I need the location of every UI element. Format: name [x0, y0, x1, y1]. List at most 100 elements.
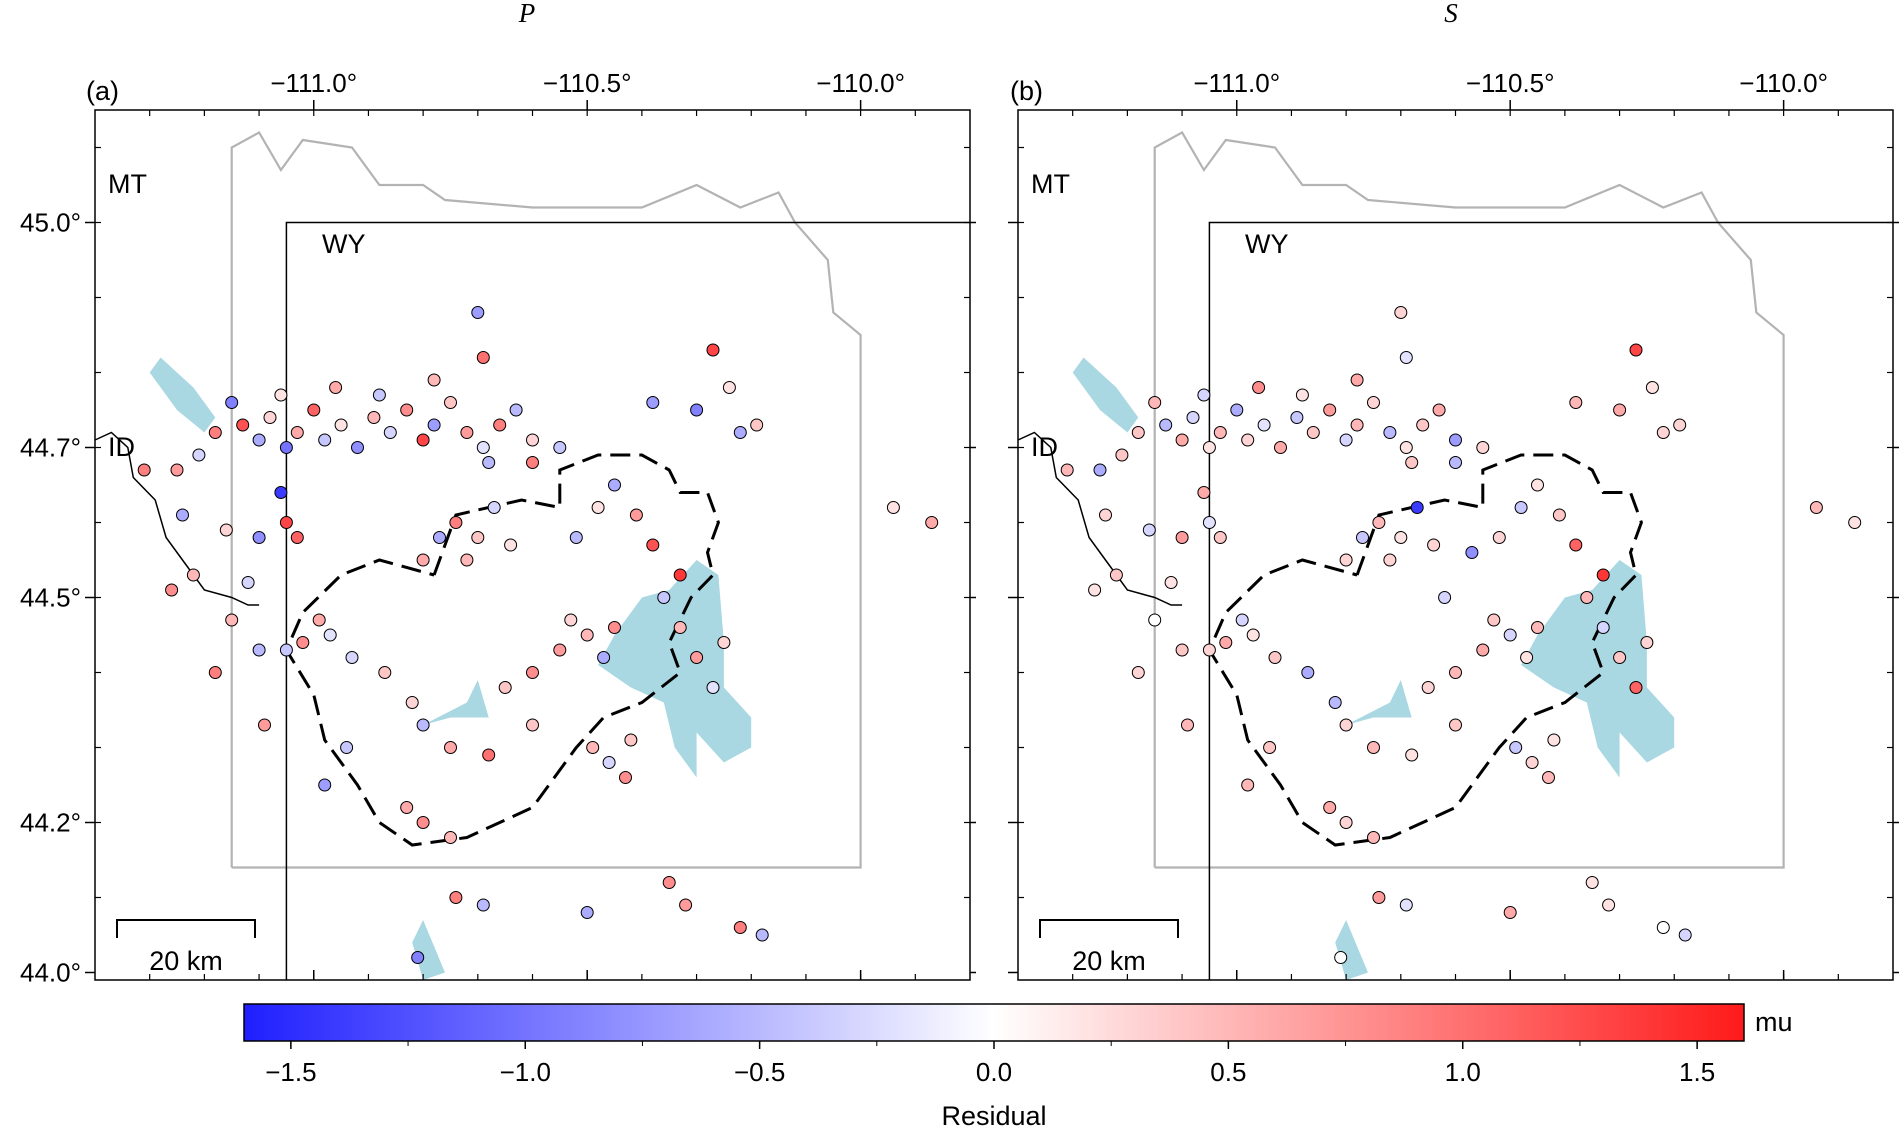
event-point [290, 531, 304, 544]
event-point [1640, 636, 1654, 649]
event-point [1421, 681, 1435, 694]
lat-tick-label: 44.2° [20, 808, 81, 838]
event-point [225, 613, 239, 627]
lat-tick-label: 45.0° [20, 208, 81, 238]
event-point [1552, 508, 1566, 522]
event-point [1569, 538, 1583, 552]
event-point [657, 591, 671, 604]
lon-tick-label: −110.0° [816, 68, 905, 98]
event-point [722, 381, 736, 394]
event-point [662, 876, 676, 889]
event-point [1301, 666, 1315, 679]
event-point [526, 456, 539, 469]
event-point [1673, 418, 1687, 432]
event-point [1093, 463, 1107, 477]
event-point [624, 733, 638, 747]
event-point [1339, 433, 1353, 447]
lake-0 [1072, 357, 1139, 433]
event-point [1585, 876, 1599, 889]
event-point [1656, 921, 1670, 934]
event-point [290, 426, 304, 439]
panel-b-title: S [1444, 0, 1458, 28]
event-point [471, 306, 485, 319]
event-point [334, 418, 348, 432]
event-point [1099, 508, 1112, 522]
event-point [1350, 418, 1364, 432]
event-point [1290, 411, 1304, 424]
event-point [1241, 778, 1255, 792]
event-point [580, 628, 594, 642]
caldera-outline [1207, 453, 1643, 847]
event-point [706, 681, 720, 694]
scale-bar-label-a: 20 km [149, 946, 223, 976]
event-point [1569, 396, 1583, 409]
event-point [755, 928, 769, 942]
event-point [1339, 816, 1353, 829]
event-point [1257, 418, 1271, 432]
event-point [1525, 756, 1539, 769]
event-point [925, 516, 939, 529]
event-point [673, 568, 687, 582]
event-point [241, 576, 255, 589]
event-point [1629, 681, 1643, 694]
lake-3 [412, 920, 445, 980]
map-frame [1017, 109, 1894, 981]
event-point [1405, 748, 1419, 762]
event-point [279, 516, 293, 529]
state-label-wy-b: WY [1245, 229, 1289, 259]
event-point [580, 906, 594, 919]
event-point [1241, 433, 1255, 447]
event-point [1175, 433, 1189, 447]
event-point [1432, 403, 1446, 417]
event-point [460, 553, 474, 567]
event-point [608, 478, 621, 492]
event-point [165, 583, 179, 597]
event-point [1367, 396, 1380, 409]
idaho-border [1017, 431, 1183, 606]
event-point [383, 426, 397, 439]
event-point [476, 441, 490, 454]
event-point [1175, 531, 1189, 544]
event-point [1487, 613, 1501, 627]
event-point [1405, 456, 1419, 469]
event-point [1115, 448, 1129, 462]
event-point [1410, 501, 1424, 514]
event-point [1394, 306, 1408, 319]
basemap-b [1017, 131, 1893, 980]
event-point [416, 816, 430, 829]
map-frame [94, 109, 971, 981]
event-point [679, 898, 693, 912]
event-point [1449, 666, 1462, 679]
event-point [444, 396, 457, 409]
lake-2 [423, 680, 489, 725]
event-point [646, 396, 660, 409]
colorbar-tick-label: −1.5 [265, 1057, 316, 1087]
event-point [1328, 696, 1342, 709]
event-point [323, 628, 337, 642]
event-point [252, 643, 266, 657]
map-panel-b: −111.0° −110.5° −110.0° MT WY ID 20 km [1008, 68, 1899, 981]
event-point [1449, 718, 1462, 732]
caldera-outline [284, 453, 720, 847]
event-point [1246, 628, 1260, 642]
event-point [1678, 928, 1692, 942]
event-point [1148, 613, 1162, 627]
state-label-mt-b: MT [1031, 169, 1070, 199]
axis-ticks-b: −111.0° −110.5° −110.0° [1008, 68, 1899, 981]
event-point [1263, 741, 1277, 754]
event-point [416, 433, 430, 447]
event-point [1356, 531, 1369, 544]
event-point [1383, 426, 1397, 439]
event-point [482, 456, 496, 469]
event-point [1334, 951, 1348, 964]
park-boundary [1153, 131, 1785, 869]
event-point [1383, 553, 1397, 567]
event-point [509, 403, 523, 417]
event-point [1399, 351, 1413, 364]
event-point [1268, 651, 1282, 664]
event-point [318, 433, 332, 447]
event-point [460, 426, 474, 439]
event-point [1848, 516, 1862, 529]
lake-1 [598, 560, 752, 778]
